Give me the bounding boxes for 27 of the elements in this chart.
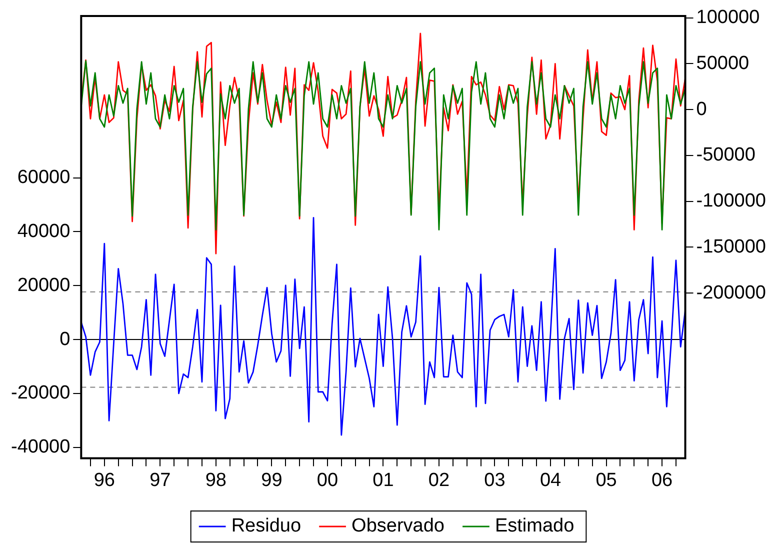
y2-tick-label: -200000 xyxy=(696,282,766,304)
y-tick-label: 60000 xyxy=(17,167,70,188)
legend-label: Estimado xyxy=(494,516,574,537)
x-tick-label: 02 xyxy=(428,470,450,491)
x-tick-label: 03 xyxy=(484,470,506,491)
legend-label: Residuo xyxy=(231,516,302,537)
legend-label: Observado xyxy=(352,516,444,537)
y-tick-label: 20000 xyxy=(17,274,70,296)
x-tick-label: 00 xyxy=(316,470,338,491)
x-tick-label: 97 xyxy=(150,470,171,491)
y-tick-label: -40000 xyxy=(10,436,70,458)
y2-tick-label: 100000 xyxy=(696,7,760,28)
y2-tick-label: -150000 xyxy=(696,236,766,258)
y2-tick-label: 50000 xyxy=(696,52,750,74)
y2-tick-label: -100000 xyxy=(696,190,766,212)
x-tick-label: 05 xyxy=(596,470,617,491)
x-tick-label: 99 xyxy=(261,470,282,491)
x-tick-label: 01 xyxy=(372,470,394,491)
y-tick-label: -20000 xyxy=(10,382,70,404)
y-tick-label: 40000 xyxy=(17,220,70,242)
y2-tick-label: -50000 xyxy=(696,144,756,166)
x-tick-label: 96 xyxy=(94,470,115,491)
y-tick-label: 0 xyxy=(60,328,70,350)
y2-tick-label: 0 xyxy=(696,98,707,120)
x-tick-label: 98 xyxy=(205,470,226,491)
x-tick-label: 06 xyxy=(651,470,673,491)
x-tick-label: 04 xyxy=(540,470,562,491)
